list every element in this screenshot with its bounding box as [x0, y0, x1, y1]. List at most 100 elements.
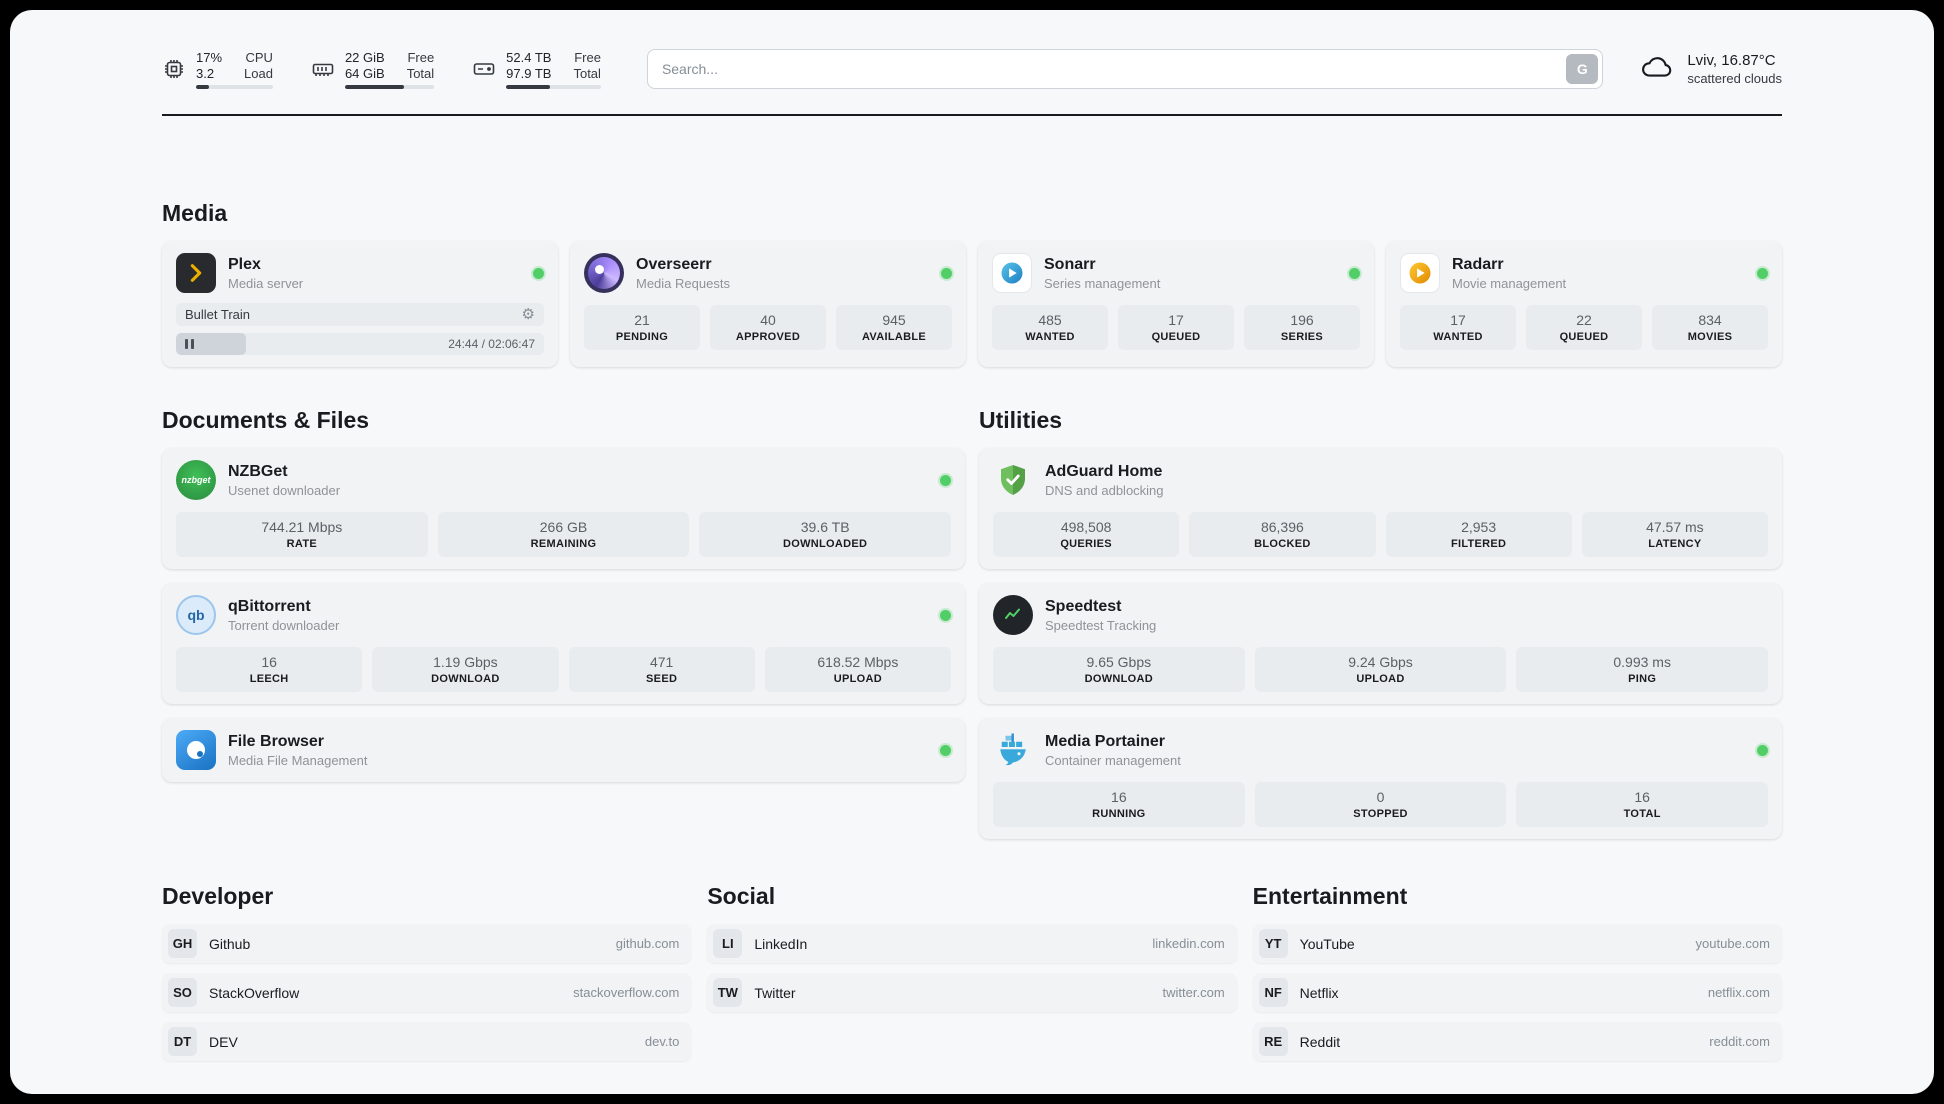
- stat-value: 471: [649, 654, 674, 670]
- status-dot: [940, 474, 951, 486]
- search-engine-button[interactable]: G: [1566, 54, 1599, 84]
- bookmark-netflix[interactable]: NF Netflix netflix.com: [1252, 973, 1782, 1012]
- stat-box: 16 RUNNING: [993, 782, 1245, 827]
- weather-condition: scattered clouds: [1687, 71, 1782, 86]
- bookmark-name: LinkedIn: [754, 935, 808, 952]
- stat-label: STOPPED: [1353, 808, 1408, 820]
- section-title-entertainment: Entertainment: [1252, 883, 1408, 909]
- stat-value: 618.52 Mbps: [817, 654, 899, 670]
- stat-box: 39.6 TB DOWNLOADED: [699, 512, 951, 557]
- section-title-utilities: Utilities: [979, 407, 1063, 433]
- stat-box: 498,508 QUERIES: [993, 512, 1180, 557]
- app-subtitle: Media server: [228, 275, 304, 291]
- stat-value: 16: [1111, 789, 1127, 805]
- app-subtitle: Torrent downloader: [228, 617, 340, 633]
- stat-box: 16 TOTAL: [1516, 782, 1768, 827]
- bookmark-reddit[interactable]: RE Reddit reddit.com: [1252, 1022, 1782, 1061]
- section-title-social: Social: [707, 883, 776, 909]
- stat-box: 47.57 ms LATENCY: [1581, 512, 1768, 557]
- weather-location: Lviv, 16.87°C: [1687, 52, 1776, 69]
- playback-progress-bar[interactable]: 24:44 / 02:06:47: [176, 333, 544, 355]
- portainer-icon: [993, 730, 1033, 770]
- stat-value: 266 GB: [539, 519, 588, 535]
- stat-label: WANTED: [1025, 331, 1075, 343]
- stat-box: 21 PENDING: [584, 305, 700, 350]
- stat-label: PING: [1628, 673, 1657, 685]
- bookmark-name: Netflix: [1299, 984, 1339, 1001]
- bookmark-url: netflix.com: [1707, 985, 1770, 1000]
- bookmark-abbr: NF: [1258, 978, 1288, 1007]
- stat-box: 0.993 ms PING: [1516, 647, 1768, 692]
- disk-free-label: Free: [574, 49, 601, 65]
- gear-icon[interactable]: ⚙: [521, 306, 535, 323]
- overseerr-icon: [584, 253, 624, 293]
- app-card-overseerr[interactable]: Overseerr Media Requests 21 PENDING 40 A…: [570, 241, 966, 367]
- cpu-usage-label: CPU: [245, 49, 273, 65]
- dashboard-page: 17% CPU 3.2 Load 22 GiB Free 64 Gi: [10, 10, 1934, 1094]
- search-input[interactable]: [646, 49, 1604, 89]
- stat-box: 834 MOVIES: [1652, 305, 1768, 350]
- adguard-icon: [993, 460, 1033, 500]
- stat-value: 86,396: [1260, 519, 1304, 535]
- stat-box: 618.52 Mbps UPLOAD: [764, 647, 951, 692]
- cloud-icon: [1637, 50, 1675, 89]
- section-utilities: Utilities: [979, 407, 1782, 839]
- section-social: Social LI LinkedIn linkedin.com TW Twitt…: [707, 883, 1237, 1012]
- stat-box: 196 SERIES: [1244, 305, 1360, 350]
- filebrowser-icon: [176, 730, 216, 770]
- bookmark-twitter[interactable]: TW Twitter twitter.com: [707, 973, 1237, 1012]
- app-card-speedtest[interactable]: Speedtest Speedtest Tracking 9.65 Gbps D…: [979, 583, 1782, 704]
- app-card-radarr[interactable]: Radarr Movie management 17 WANTED 22 QUE…: [1386, 241, 1782, 367]
- bookmark-abbr: TW: [713, 978, 743, 1007]
- stat-box: 16 LEECH: [176, 647, 363, 692]
- speedtest-icon: [993, 595, 1033, 635]
- section-media: Media Plex Media server: [162, 200, 1782, 367]
- stat-box: 17 QUEUED: [1118, 305, 1234, 350]
- bookmark-youtube[interactable]: YT YouTube youtube.com: [1252, 924, 1782, 963]
- stat-box: 9.24 Gbps UPLOAD: [1254, 647, 1507, 692]
- stat-label: TOTAL: [1623, 808, 1661, 820]
- ram-free-label: Free: [407, 49, 435, 65]
- app-name: Overseerr: [636, 255, 712, 273]
- stat-value: 834: [1698, 312, 1722, 328]
- stat-value: 9.24 Gbps: [1348, 654, 1413, 670]
- stat-box: 86,396 BLOCKED: [1189, 512, 1376, 557]
- app-subtitle: Series management: [1044, 275, 1161, 291]
- ram-free-value: 22 GiB: [344, 49, 385, 65]
- bookmark-abbr: SO: [168, 978, 197, 1007]
- stat-box: 266 GB REMAINING: [437, 512, 690, 557]
- bookmark-linkedin[interactable]: LI LinkedIn linkedin.com: [707, 924, 1237, 963]
- app-card-filebrowser[interactable]: File Browser Media File Management: [162, 718, 965, 782]
- app-name: Media Portainer: [1045, 732, 1166, 750]
- disk-total-value: 97.9 TB: [506, 65, 552, 81]
- stat-value: 16: [1634, 789, 1650, 805]
- plex-icon: [176, 253, 216, 293]
- stat-value: 498,508: [1060, 519, 1112, 535]
- disk-icon: [472, 57, 496, 81]
- bookmark-stackoverflow[interactable]: SO StackOverflow stackoverflow.com: [162, 973, 692, 1012]
- app-card-nzbget[interactable]: nzbget NZBGet Usenet downloader 744.21 M…: [162, 448, 965, 569]
- cpu-icon: [162, 57, 186, 81]
- pause-icon[interactable]: [185, 339, 194, 349]
- app-name: Radarr: [1452, 255, 1504, 273]
- app-card-plex[interactable]: Plex Media server Bullet Train ⚙ 24:44 /…: [162, 241, 558, 367]
- bookmark-dev[interactable]: DT DEV dev.to: [162, 1022, 692, 1061]
- stat-box: 40 APPROVED: [710, 305, 826, 350]
- ram-total-value: 64 GiB: [344, 65, 385, 81]
- playback-progress-fill: [176, 333, 246, 355]
- app-card-adguard[interactable]: AdGuard Home DNS and adblocking 498,508 …: [979, 448, 1782, 569]
- ram-progress-bar: [344, 84, 435, 89]
- app-card-qbittorrent[interactable]: qb qBittorrent Torrent downloader 16 LEE…: [162, 583, 965, 704]
- app-card-portainer[interactable]: Media Portainer Container management 16 …: [979, 718, 1782, 839]
- status-dot: [1757, 267, 1768, 279]
- bookmark-github[interactable]: GH Github github.com: [162, 924, 692, 963]
- app-card-sonarr[interactable]: Sonarr Series management 485 WANTED 17 Q…: [978, 241, 1374, 367]
- stat-label: DOWNLOADED: [783, 538, 868, 550]
- section-title-documents: Documents & Files: [162, 407, 370, 433]
- cpu-usage-widget: 17% CPU 3.2 Load: [162, 50, 273, 89]
- stat-box: 471 SEED: [568, 647, 755, 692]
- stat-label: LEECH: [249, 673, 289, 685]
- stat-box: 17 WANTED: [1400, 305, 1516, 350]
- stat-box: 485 WANTED: [992, 305, 1108, 350]
